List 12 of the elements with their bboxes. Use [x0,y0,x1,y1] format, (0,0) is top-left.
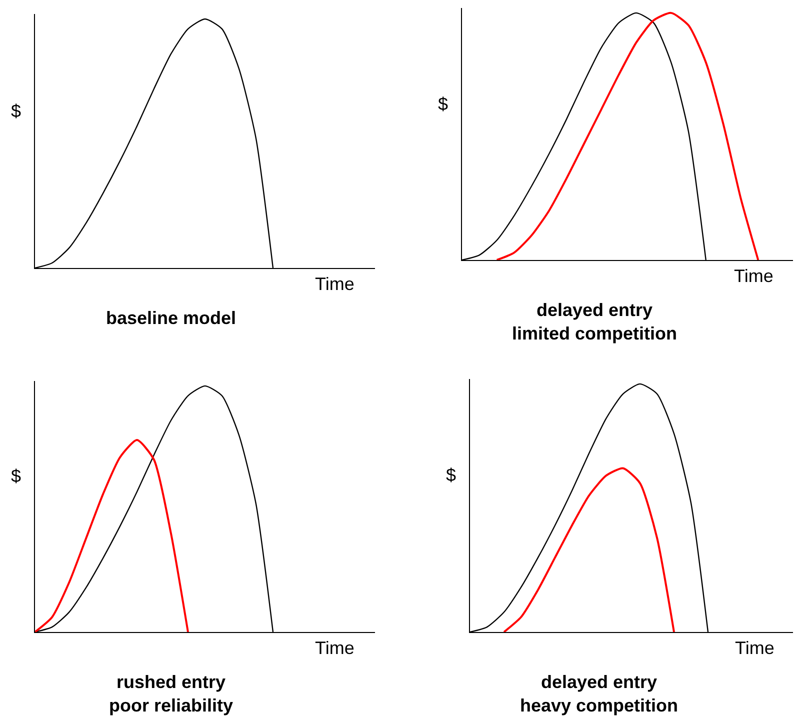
y-axis-title: $ [438,94,448,114]
x-axis-title: Time [734,266,774,286]
text: delayed entry limited competition [512,300,678,344]
text: rushed entry poor reliability [109,672,234,716]
y-axis-title: $ [11,466,22,486]
y-axis-title: $ [11,101,22,121]
text: baseline model [106,308,236,328]
text: delayed entry heavy competition [520,672,678,716]
x-axis-title: Time [315,274,354,294]
x-axis-title: Time [315,638,354,658]
y-axis-title: $ [446,465,456,485]
x-axis-title: Time [735,638,774,658]
